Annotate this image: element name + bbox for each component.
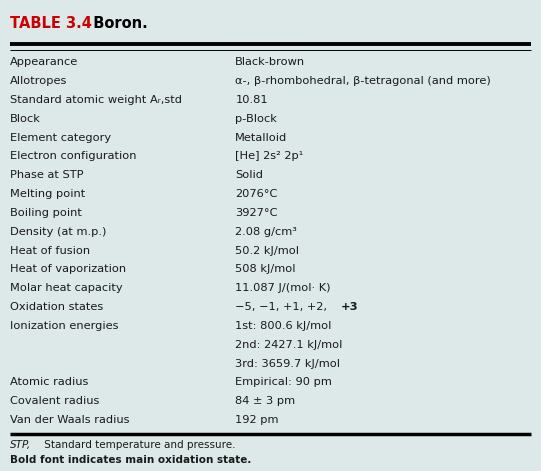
Text: Boiling point: Boiling point [10, 208, 82, 218]
Text: Bold font indicates main oxidation state.: Bold font indicates main oxidation state… [10, 455, 251, 465]
Text: 192 pm: 192 pm [235, 415, 279, 425]
Text: Empirical: 90 pm: Empirical: 90 pm [235, 377, 332, 388]
Text: [He] 2s² 2p¹: [He] 2s² 2p¹ [235, 151, 304, 162]
Text: Solid: Solid [235, 170, 263, 180]
Text: Density (at m.p.): Density (at m.p.) [10, 227, 106, 237]
Text: TABLE 3.4: TABLE 3.4 [10, 16, 91, 32]
Text: 50.2 kJ/mol: 50.2 kJ/mol [235, 245, 299, 256]
Text: −5, −1, +1, +2,: −5, −1, +1, +2, [235, 302, 331, 312]
Text: Oxidation states: Oxidation states [10, 302, 103, 312]
Text: +3: +3 [341, 302, 359, 312]
Text: Standard atomic weight Aᵣ,std: Standard atomic weight Aᵣ,std [10, 95, 182, 105]
Text: Allotropes: Allotropes [10, 76, 67, 86]
Text: p-Block: p-Block [235, 114, 277, 124]
Text: Van der Waals radius: Van der Waals radius [10, 415, 129, 425]
Text: 10.81: 10.81 [235, 95, 268, 105]
Text: Black-brown: Black-brown [235, 57, 306, 67]
Text: Atomic radius: Atomic radius [10, 377, 88, 388]
Text: Heat of vaporization: Heat of vaporization [10, 264, 126, 275]
Text: 2.08 g/cm³: 2.08 g/cm³ [235, 227, 297, 237]
Text: Heat of fusion: Heat of fusion [10, 245, 90, 256]
Text: Metalloid: Metalloid [235, 132, 288, 143]
Text: 1st: 800.6 kJ/mol: 1st: 800.6 kJ/mol [235, 321, 332, 331]
Text: Block: Block [10, 114, 41, 124]
Text: Boron.: Boron. [83, 16, 148, 32]
Text: Covalent radius: Covalent radius [10, 396, 99, 406]
Text: Ionization energies: Ionization energies [10, 321, 118, 331]
Text: STP,: STP, [10, 440, 31, 450]
Text: α-, β-rhombohedral, β-tetragonal (and more): α-, β-rhombohedral, β-tetragonal (and mo… [235, 76, 491, 86]
Text: 11.087 J/(mol· K): 11.087 J/(mol· K) [235, 283, 331, 293]
Text: Phase at STP: Phase at STP [10, 170, 83, 180]
Text: Appearance: Appearance [10, 57, 78, 67]
Text: 508 kJ/mol: 508 kJ/mol [235, 264, 296, 275]
Text: 3rd: 3659.7 kJ/mol: 3rd: 3659.7 kJ/mol [235, 358, 340, 369]
Text: 3927°C: 3927°C [235, 208, 278, 218]
Text: 84 ± 3 pm: 84 ± 3 pm [235, 396, 295, 406]
Text: Molar heat capacity: Molar heat capacity [10, 283, 122, 293]
Text: 2076°C: 2076°C [235, 189, 278, 199]
Text: Standard temperature and pressure.: Standard temperature and pressure. [41, 440, 236, 450]
Text: 2nd: 2427.1 kJ/mol: 2nd: 2427.1 kJ/mol [235, 340, 342, 350]
Text: Electron configuration: Electron configuration [10, 151, 136, 162]
Text: Element category: Element category [10, 132, 111, 143]
Text: Melting point: Melting point [10, 189, 85, 199]
